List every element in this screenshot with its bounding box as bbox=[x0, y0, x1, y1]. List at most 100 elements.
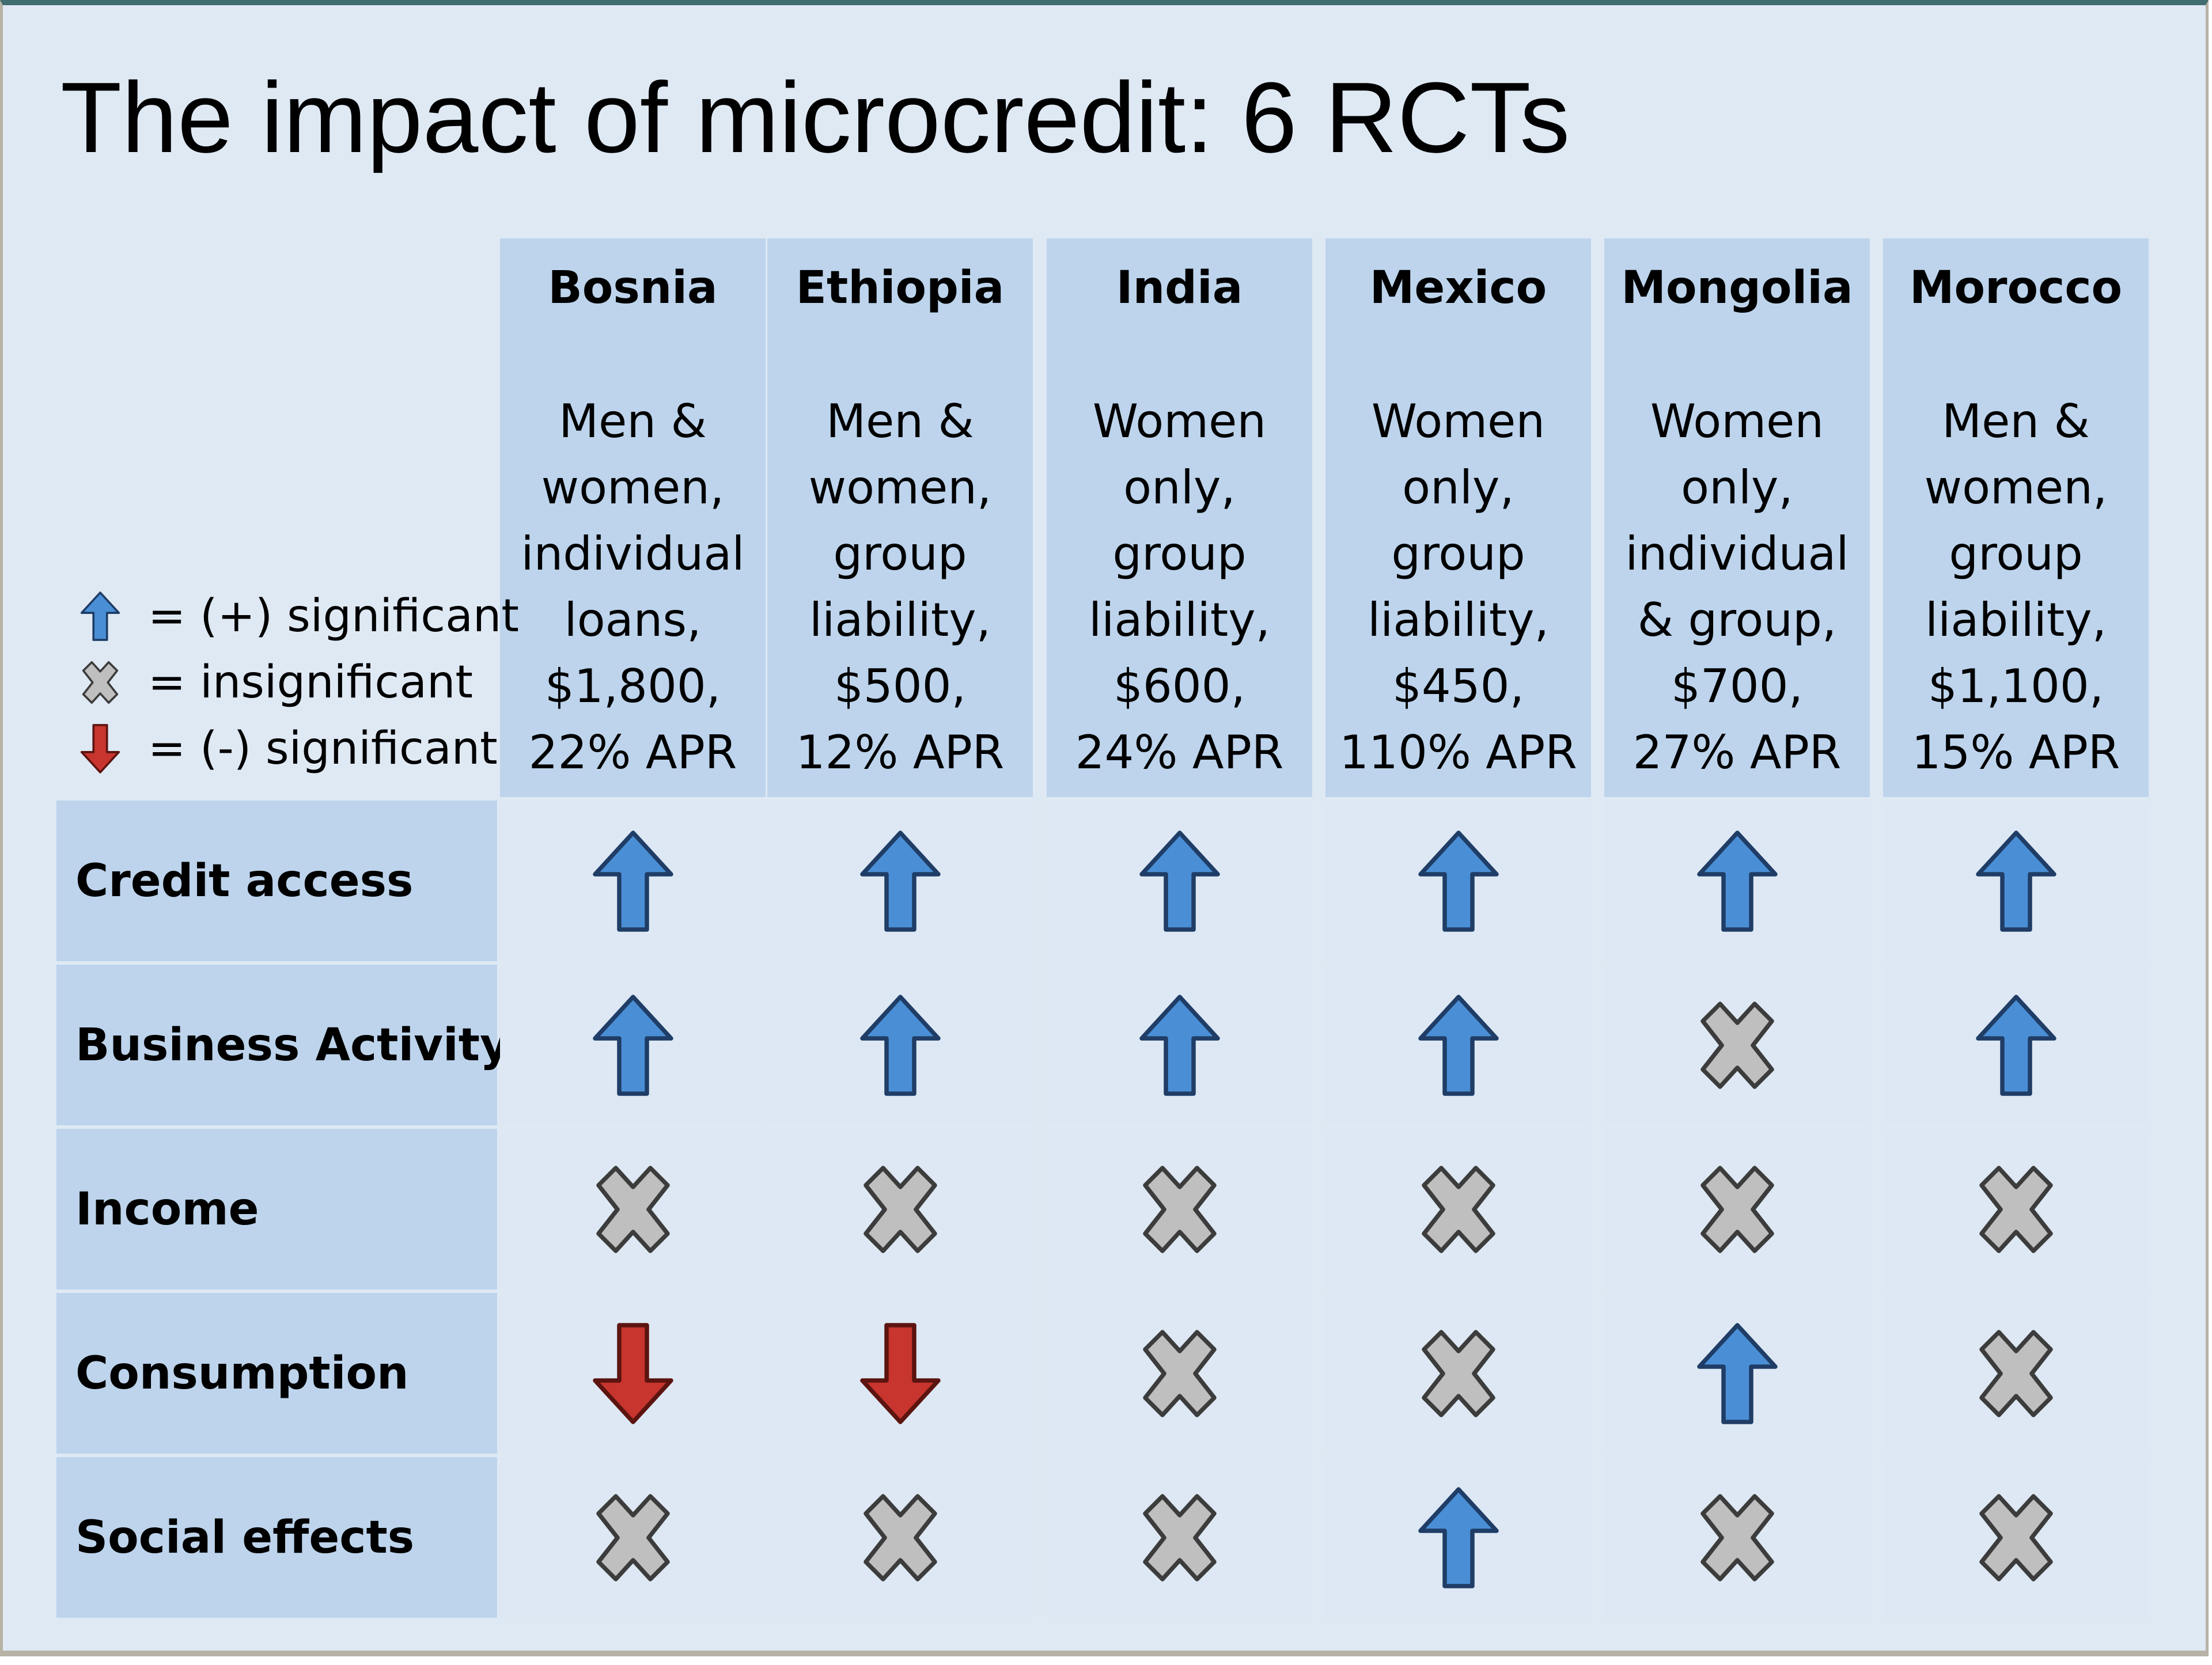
study-description-line: Women bbox=[1371, 395, 1546, 448]
study-description-line: $700, bbox=[1671, 659, 1804, 713]
country-header-mongolia: Mongolia Women only, individual & group, $700… bbox=[1604, 238, 1870, 797]
result-cell bbox=[1604, 1293, 1870, 1454]
x-icon bbox=[1970, 1322, 2062, 1425]
study-description-line: liability, bbox=[1925, 593, 2107, 647]
x-icon bbox=[1691, 993, 1783, 1097]
legend-row-positive: = (+) significant bbox=[78, 583, 519, 649]
legend-row-insignificant: = insignificant bbox=[78, 649, 519, 715]
up-arrow-icon bbox=[1412, 829, 1505, 933]
country-header-bosnia: Bosnia Men & women, individual loans, $1,800,… bbox=[500, 238, 766, 797]
study-description-line: women, bbox=[541, 461, 725, 514]
up-arrow-icon bbox=[1970, 993, 2062, 1097]
study-description-line: individual bbox=[1625, 527, 1849, 581]
country-header-morocco: Morocco Men & women, group liability, $1,100,… bbox=[1883, 238, 2149, 797]
study-description-line: 22% APR bbox=[528, 726, 737, 779]
result-cell bbox=[1604, 965, 1870, 1125]
study-description-line: $1,100, bbox=[1927, 659, 2104, 713]
study-description-line: $600, bbox=[1113, 659, 1246, 713]
study-description-line: women, bbox=[808, 461, 992, 514]
result-cell bbox=[767, 1457, 1033, 1618]
study-description-line: group bbox=[833, 527, 967, 581]
up-arrow-icon bbox=[1412, 1486, 1505, 1590]
country-name: India bbox=[1116, 262, 1243, 314]
result-cell bbox=[1047, 1129, 1312, 1289]
up-arrow-icon bbox=[1691, 829, 1783, 933]
study-description-line: Women bbox=[1650, 395, 1824, 448]
x-icon bbox=[854, 1158, 946, 1261]
result-cell bbox=[500, 801, 766, 961]
outcome-label: Consumption bbox=[56, 1293, 497, 1454]
study-description-line: group bbox=[1391, 527, 1525, 581]
result-cell bbox=[500, 1457, 766, 1618]
legend-label: = (+) significant bbox=[148, 590, 519, 642]
up-arrow-icon bbox=[854, 829, 946, 933]
country-name: Mongolia bbox=[1621, 262, 1853, 314]
up-arrow-icon bbox=[1691, 1322, 1783, 1425]
legend-row-negative: = (-) significant bbox=[78, 715, 519, 782]
up-arrow-icon bbox=[587, 829, 679, 933]
result-cell bbox=[1604, 1457, 1870, 1618]
study-description-line: Men & bbox=[559, 395, 707, 448]
result-cell bbox=[1325, 1129, 1591, 1289]
result-cell bbox=[1047, 801, 1312, 961]
country-name: Mexico bbox=[1369, 262, 1547, 314]
study-description-line: only, bbox=[1123, 461, 1236, 514]
outcome-label: Social effects bbox=[56, 1457, 497, 1618]
result-cell bbox=[767, 1293, 1033, 1454]
study-description-line: Women bbox=[1092, 395, 1267, 448]
result-cell bbox=[1883, 1457, 2149, 1618]
result-cell bbox=[1883, 1293, 2149, 1454]
study-description: Men & women, individual loans, $1,800, 22% AP… bbox=[500, 388, 766, 786]
result-cell bbox=[1883, 965, 2149, 1125]
study-description-line: $1,800, bbox=[544, 659, 721, 713]
up-arrow-icon bbox=[1412, 993, 1505, 1097]
legend-label: = insignificant bbox=[148, 656, 474, 708]
result-cell bbox=[1047, 1293, 1312, 1454]
study-description-line: liability, bbox=[1367, 593, 1550, 647]
result-cell bbox=[1325, 801, 1591, 961]
slide-title: The impact of microcredit: 6 RCTs bbox=[60, 61, 1570, 173]
study-description: Women only, group liability, $450, 110% APR bbox=[1325, 388, 1591, 786]
country-name: Morocco bbox=[1909, 262, 2123, 314]
country-name: Ethiopia bbox=[796, 262, 1005, 314]
result-cell bbox=[1883, 801, 2149, 961]
up-arrow-icon bbox=[1134, 993, 1226, 1097]
country-header-mexico: Mexico Women only, group liability, $450, 110%… bbox=[1325, 238, 1591, 797]
x-icon bbox=[1134, 1486, 1226, 1590]
down-arrow-icon bbox=[854, 1322, 946, 1425]
study-description-line: liability, bbox=[809, 593, 991, 647]
result-cell bbox=[500, 1293, 766, 1454]
result-cell bbox=[767, 1129, 1033, 1289]
result-cell bbox=[1047, 1457, 1312, 1618]
study-description: Men & women, group liability, $500, 12% APR bbox=[767, 388, 1033, 786]
up-arrow-icon bbox=[587, 993, 679, 1097]
x-icon bbox=[854, 1486, 946, 1590]
legend: = (+) significant = insignificant = (-) … bbox=[78, 583, 519, 782]
outcome-label: Business Activity bbox=[56, 965, 509, 1125]
study-description-line: 12% APR bbox=[796, 726, 1005, 779]
outcome-label: Credit access bbox=[56, 801, 497, 961]
result-cell bbox=[1325, 965, 1591, 1125]
legend-label: = (-) significant bbox=[148, 722, 498, 775]
study-description-line: Men & bbox=[1942, 395, 2090, 448]
legend-up-arrow-icon bbox=[78, 591, 135, 642]
study-description-line: liability, bbox=[1088, 593, 1271, 647]
x-icon bbox=[587, 1158, 679, 1261]
study-description-line: 15% APR bbox=[1911, 726, 2120, 779]
study-description-line: loans, bbox=[564, 593, 702, 647]
x-icon bbox=[1970, 1158, 2062, 1261]
result-cell bbox=[1325, 1293, 1591, 1454]
study-description-line: individual bbox=[521, 527, 745, 581]
study-description-line: $500, bbox=[834, 659, 967, 713]
country-header-ethiopia: Ethiopia Men & women, group liability, $500, 1… bbox=[767, 238, 1033, 797]
result-cell bbox=[767, 965, 1033, 1125]
country-name: Bosnia bbox=[548, 262, 718, 314]
study-description-line: group bbox=[1949, 527, 2083, 581]
study-description-line: Men & bbox=[826, 395, 974, 448]
x-icon bbox=[1970, 1486, 2062, 1590]
result-cell bbox=[1047, 965, 1312, 1125]
result-cell bbox=[1325, 1457, 1591, 1618]
x-icon bbox=[1691, 1158, 1783, 1261]
study-description: Women only, individual & group, $700, 27% APR bbox=[1604, 388, 1870, 786]
